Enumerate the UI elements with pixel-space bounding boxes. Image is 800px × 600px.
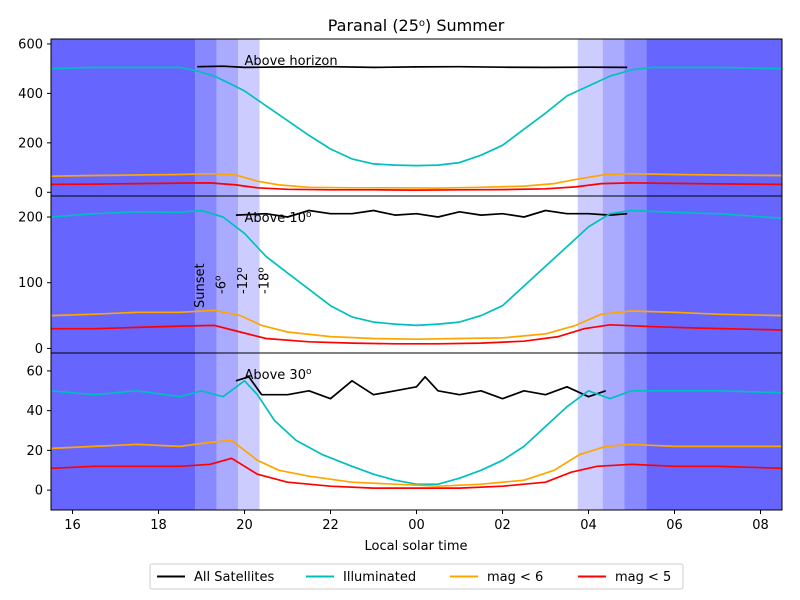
x-tick-label: 22 <box>322 518 339 533</box>
y-tick-label: 600 <box>18 37 43 52</box>
twilight-band <box>624 39 647 196</box>
series-line-illuminated <box>50 66 783 167</box>
series-line-mag5 <box>50 457 783 489</box>
twilight-band <box>195 39 217 196</box>
panel-label: Above horizon <box>245 54 338 69</box>
y-tick-label: 100 <box>18 276 43 291</box>
y-tick-label: 0 <box>35 342 43 357</box>
y-tick-label: 40 <box>26 404 43 419</box>
series-line-all-satellites <box>235 209 628 218</box>
x-tick-label: 00 <box>408 518 425 533</box>
series-line-mag5 <box>51 323 783 345</box>
twilight-label: -12o <box>235 267 251 294</box>
legend-label: All Satellites <box>194 570 274 585</box>
legend-label: Illuminated <box>343 570 416 585</box>
y-tick-label: 0 <box>35 186 43 201</box>
series-line-all-satellites <box>235 375 606 400</box>
twilight-band <box>624 196 647 353</box>
twilight-band <box>577 39 603 196</box>
series-line-all-satellites <box>197 65 628 69</box>
series-line-illuminated <box>50 379 783 486</box>
series-line-illuminated <box>50 209 783 327</box>
y-tick-label: 60 <box>26 364 43 379</box>
x-tick-label: 20 <box>236 518 253 533</box>
twilight-label: -6o <box>214 275 230 294</box>
legend: All Satellites Illuminated mag < 6 mag < 5 <box>149 563 684 590</box>
x-tick-label: 02 <box>494 518 511 533</box>
panel-1: 0 200 400 600 Above horizon <box>18 37 783 201</box>
twilight-label: -18o <box>257 267 273 294</box>
legend-label: mag < 5 <box>615 570 671 585</box>
twilight-band <box>624 353 647 510</box>
y-tick-label: 200 <box>18 211 43 226</box>
twilight-band <box>646 353 782 510</box>
x-tick-label: 04 <box>580 518 597 533</box>
twilight-band <box>646 39 782 196</box>
y-tick-label: 20 <box>26 444 43 459</box>
chart-title: Paranal (25o) Summer <box>328 16 505 35</box>
x-tick-label: 16 <box>64 518 81 533</box>
twilight-band <box>577 353 603 510</box>
twilight-band <box>216 353 239 510</box>
twilight-band <box>51 39 196 196</box>
series-line-mag5 <box>50 182 783 191</box>
y-tick-label: 0 <box>35 484 43 499</box>
series-line-mag6 <box>50 309 783 341</box>
panel-label: Above 30o <box>245 367 312 383</box>
x-tick-label: 08 <box>752 518 769 533</box>
legend-box <box>149 563 684 590</box>
panel-2: 0 100 200 Above 10o Sunset -6o -12o -18o <box>18 195 783 357</box>
series-line-mag6 <box>50 172 783 189</box>
x-tick-label: 18 <box>150 518 167 533</box>
twilight-band <box>238 196 260 353</box>
panel-3: 0 20 40 60 Above 30o <box>26 352 783 511</box>
twilight-band <box>238 39 260 196</box>
series-line-mag6 <box>50 439 782 488</box>
twilight-band <box>195 196 217 353</box>
panel-label: Above 10o <box>245 210 312 226</box>
x-axis: 16 18 20 22 00 02 04 06 08 <box>64 510 769 533</box>
y-tick-label: 200 <box>18 136 43 151</box>
twilight-band <box>602 39 625 196</box>
twilight-band <box>602 353 625 510</box>
twilight-band <box>51 353 196 510</box>
twilight-label: Sunset <box>193 263 208 308</box>
legend-label: mag < 6 <box>487 570 543 585</box>
x-axis-label: Local solar time <box>365 539 468 554</box>
twilight-band <box>602 196 625 353</box>
twilight-band <box>195 353 217 510</box>
y-tick-label: 400 <box>18 87 43 102</box>
x-tick-label: 06 <box>666 518 683 533</box>
twilight-band <box>216 39 239 196</box>
